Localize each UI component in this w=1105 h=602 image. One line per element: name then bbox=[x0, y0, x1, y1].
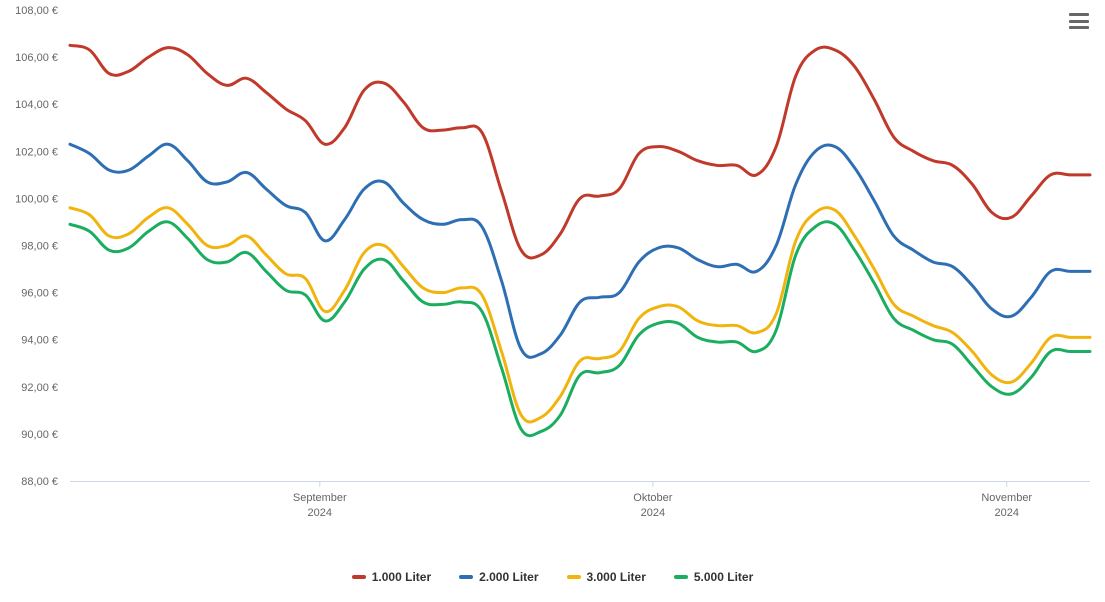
x-tick-label-year: 2024 bbox=[308, 507, 332, 519]
y-tick-label: 106,00 € bbox=[15, 52, 58, 64]
legend-swatch bbox=[352, 575, 366, 579]
y-tick-label: 90,00 € bbox=[21, 429, 58, 441]
legend-item[interactable]: 2.000 Liter bbox=[459, 570, 538, 584]
y-tick-label: 100,00 € bbox=[15, 193, 58, 205]
legend-label: 1.000 Liter bbox=[372, 570, 431, 584]
legend-item[interactable]: 3.000 Liter bbox=[567, 570, 646, 584]
series-line[interactable] bbox=[70, 208, 1090, 422]
legend-item[interactable]: 5.000 Liter bbox=[674, 570, 753, 584]
legend-label: 3.000 Liter bbox=[587, 570, 646, 584]
x-tick-label-month: November bbox=[981, 492, 1032, 504]
legend-label: 5.000 Liter bbox=[694, 570, 753, 584]
legend-swatch bbox=[674, 575, 688, 579]
x-tick-label-year: 2024 bbox=[994, 507, 1018, 519]
legend-swatch bbox=[459, 575, 473, 579]
chart-menu-button[interactable] bbox=[1067, 10, 1091, 32]
x-tick-label-month: Oktober bbox=[633, 492, 672, 504]
y-tick-label: 94,00 € bbox=[21, 335, 58, 347]
y-tick-label: 88,00 € bbox=[21, 476, 58, 488]
series-line[interactable] bbox=[70, 45, 1090, 258]
legend: 1.000 Liter 2.000 Liter 3.000 Liter 5.000 L… bbox=[0, 570, 1105, 584]
y-tick-label: 98,00 € bbox=[21, 241, 58, 253]
price-line-chart: 88,00 € 90,00 € 92,00 € 94,00 € 96,00 € 98,00… bbox=[0, 0, 1105, 602]
chart-svg: 88,00 € 90,00 € 92,00 € 94,00 € 96,00 € 98,00… bbox=[0, 0, 1105, 602]
x-tick-label-year: 2024 bbox=[641, 507, 665, 519]
y-tick-label: 96,00 € bbox=[21, 288, 58, 300]
legend-swatch bbox=[567, 575, 581, 579]
legend-label: 2.000 Liter bbox=[479, 570, 538, 584]
series-line[interactable] bbox=[70, 222, 1090, 436]
y-tick-label: 104,00 € bbox=[15, 99, 58, 111]
legend-item[interactable]: 1.000 Liter bbox=[352, 570, 431, 584]
x-tick-label-month: September bbox=[293, 492, 347, 504]
y-tick-label: 102,00 € bbox=[15, 146, 58, 158]
y-tick-label: 108,00 € bbox=[15, 5, 58, 17]
y-tick-label: 92,00 € bbox=[21, 382, 58, 394]
